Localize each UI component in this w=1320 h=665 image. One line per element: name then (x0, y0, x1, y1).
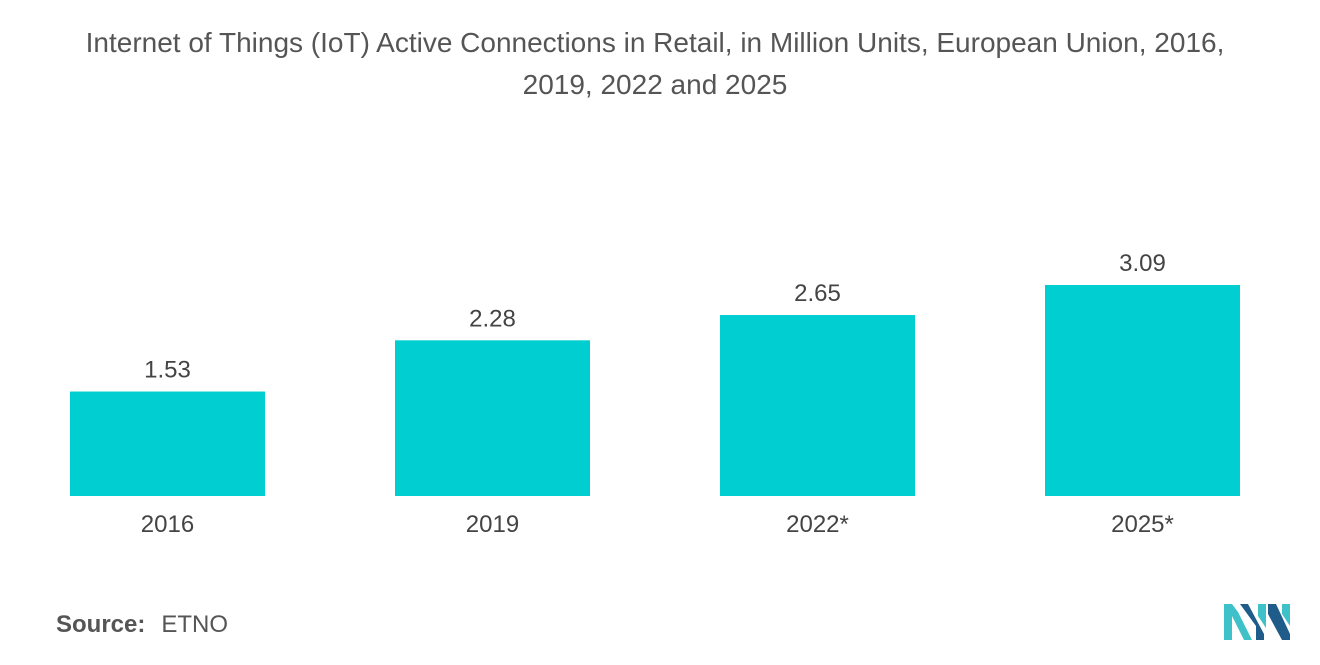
source-label: Source: (56, 611, 146, 638)
value-label: 2.65 (794, 280, 841, 307)
bar-chart: 1.53 2016 2.28 2019 2.65 2022* 3.09 2025* (70, 250, 1240, 538)
bar-2019 (395, 340, 590, 496)
chart-title-line-1: Internet of Things (IoT) Active Connecti… (85, 27, 1225, 58)
bar-2025* (1045, 285, 1240, 496)
value-label: 2.28 (469, 305, 516, 332)
source-note: Source: ETNO (56, 611, 228, 639)
x-tick-label: 2022* (786, 511, 849, 538)
chart-title: Internet of Things (IoT) Active Connecti… (0, 22, 1310, 106)
bar-2016 (70, 391, 265, 496)
chart-title-line-2: 2019, 2022 and 2025 (522, 69, 788, 100)
x-tick-label: 2016 (141, 511, 194, 538)
x-tick-label: 2025* (1111, 511, 1174, 538)
source-value: ETNO (161, 611, 229, 638)
x-tick-label: 2019 (466, 511, 519, 538)
bar-2022* (720, 315, 915, 496)
value-label: 1.53 (144, 357, 191, 384)
mordor-intelligence-logo-icon (1224, 604, 1290, 640)
value-label: 3.09 (1119, 250, 1166, 277)
